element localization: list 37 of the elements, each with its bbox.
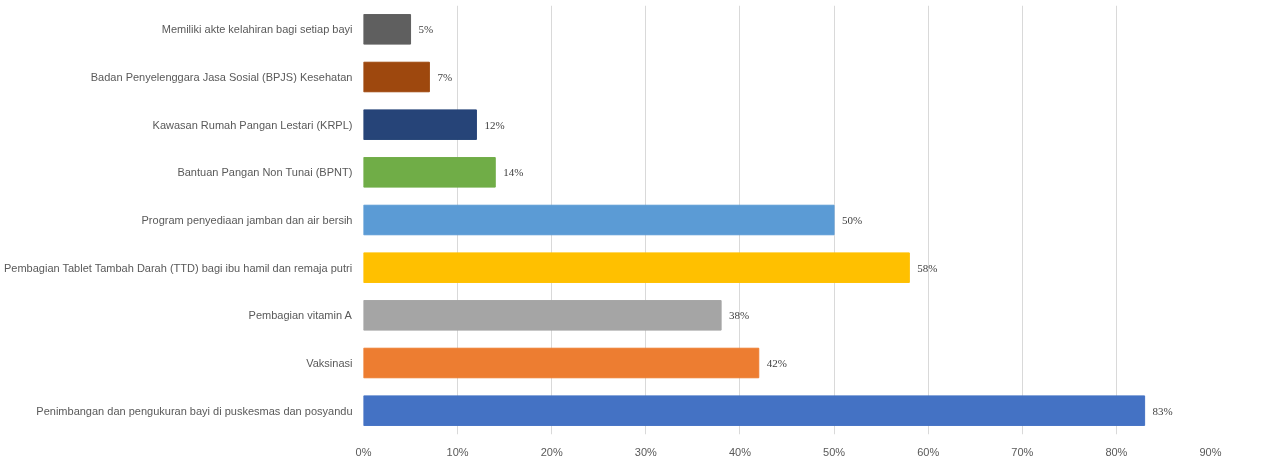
y-tick-label: Bantuan Pangan Non Tunai (BPNT) [177,166,353,179]
bar [363,109,477,140]
y-tick-label: Penimbangan dan pengukuran bayi di puskesmas dan posyandu [36,404,353,417]
data-label: 38% [729,309,750,322]
x-tick-label: 40% [728,445,752,458]
x-tick-label: 0% [355,445,372,458]
x-tick-label: 90% [1199,445,1222,458]
x-tick-label: 50% [823,445,846,458]
y-tick-label: Program penyediaan jamban dan air bersih [141,214,353,226]
y-tick-label: Pembagian Tablet Tambah Darah (TTD) bagi ibu hamil dan remaja putri [4,261,353,274]
bar [363,395,1146,426]
y-tick-label: Pembagian vitamin A [248,309,353,322]
y-tick-label: Badan Penyelenggara Jasa Sosial (BPJS) Kesehatan [90,71,353,83]
bar [363,347,760,379]
data-label: 7% [437,71,453,83]
data-label: 42% [766,357,787,369]
x-tick-label: 20% [540,445,563,458]
y-tick-label: Vaksinasi [306,357,353,369]
x-tick-label: 70% [1011,445,1034,458]
data-label: 12% [484,118,505,131]
bar [363,157,496,188]
x-tick-label: 80% [1105,445,1128,458]
bar [363,61,430,93]
x-tick-label: 60% [917,445,940,458]
y-tick-label: Kawasan Rumah Pangan Lestari (KRPL) [152,118,353,131]
x-tick-label: 30% [634,445,658,458]
bar [363,300,722,331]
data-label: 14% [503,166,524,179]
y-tick-label: Memiliki akte kelahiran bagi setiap bayi [161,23,353,36]
data-label: 83% [1152,404,1173,417]
data-label: 50% [842,214,863,226]
data-label: 58% [917,261,938,274]
bar [363,14,412,45]
bar [363,252,910,283]
x-tick-label: 10% [446,445,469,458]
bar [363,204,835,236]
data-label: 5% [418,23,434,36]
